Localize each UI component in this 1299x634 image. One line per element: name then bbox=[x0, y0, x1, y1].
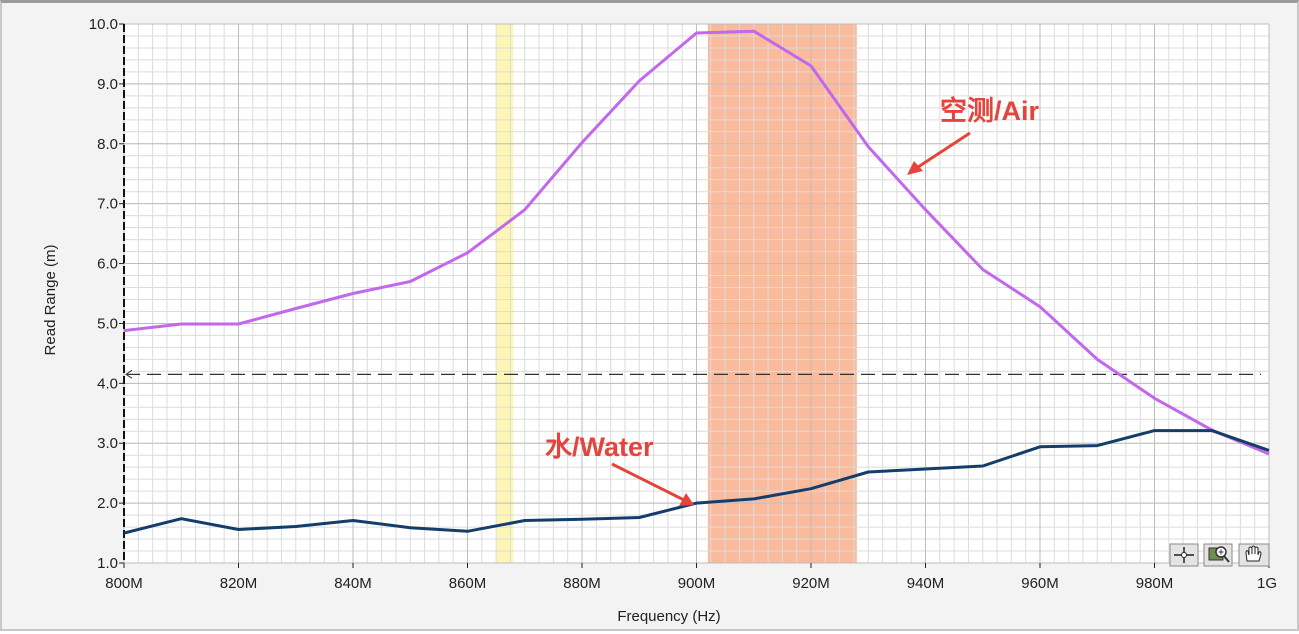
x-axis-title: Frequency (Hz) bbox=[617, 608, 720, 625]
y-tick-label: 7.0 bbox=[97, 196, 118, 213]
x-tick-label: 840M bbox=[334, 575, 372, 592]
y-tick-label: 8.0 bbox=[97, 136, 118, 153]
read-range-chart: 1.0 2.0 3.0 4.0 5.0 6.0 7.0 8.0 9.0 10.0 800M 820M… bbox=[2, 3, 1299, 634]
y-tick-label: 10.0 bbox=[89, 16, 118, 33]
x-tick-label: 800M bbox=[105, 575, 143, 592]
x-tick-label: 1G bbox=[1257, 575, 1277, 592]
x-tick-label: 960M bbox=[1021, 575, 1059, 592]
annotation-water: 水/Water bbox=[545, 432, 654, 462]
zoom-icon bbox=[1209, 547, 1229, 562]
y-axis-title: Read Range (m) bbox=[42, 245, 59, 356]
x-tick-label: 920M bbox=[792, 575, 830, 592]
y-tick-label: 2.0 bbox=[97, 495, 118, 512]
x-tick-label: 880M bbox=[563, 575, 601, 592]
y-tick-label: 9.0 bbox=[97, 76, 118, 93]
x-tick-label: 820M bbox=[220, 575, 258, 592]
y-tick-label: 3.0 bbox=[97, 435, 118, 452]
annotation-air: 空测/Air bbox=[940, 95, 1040, 126]
y-tick-label: 5.0 bbox=[97, 315, 118, 332]
y-tick-label: 6.0 bbox=[97, 256, 118, 273]
pan-tool-button[interactable] bbox=[1239, 544, 1269, 566]
x-tick-label: 900M bbox=[678, 575, 716, 592]
y-tick-label: 4.0 bbox=[97, 375, 118, 392]
cursor-tool-button[interactable] bbox=[1170, 544, 1198, 566]
graph-palette-toolbar bbox=[1170, 544, 1269, 566]
y-tick-label: 1.0 bbox=[97, 555, 118, 572]
zoom-tool-button[interactable] bbox=[1204, 544, 1232, 566]
x-tick-label: 940M bbox=[907, 575, 945, 592]
x-tick-label: 980M bbox=[1136, 575, 1174, 592]
x-tick-label: 860M bbox=[449, 575, 487, 592]
